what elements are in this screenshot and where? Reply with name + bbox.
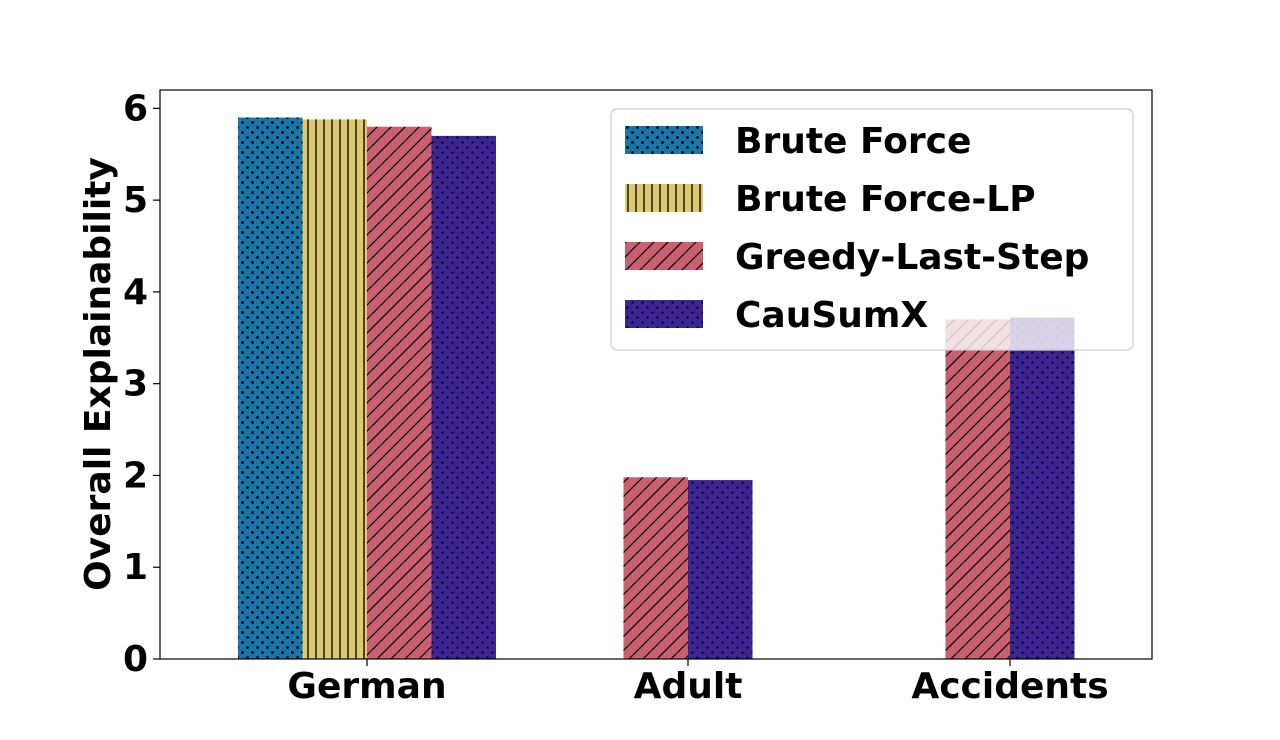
legend-swatch-greedy-last-step (625, 242, 703, 270)
bar-german-brute-force (238, 117, 303, 660)
x-tick-label-accidents: Accidents (911, 666, 1108, 707)
y-tick-label: 6 (123, 88, 148, 129)
legend-frame (610, 108, 1134, 351)
plot-area-frame (159, 89, 1153, 660)
y-tick-label: 3 (123, 364, 148, 405)
bar-german-greedy-last-step (367, 126, 432, 660)
legend-label-causumx: CauSumX (735, 295, 928, 336)
y-tick-label: 5 (123, 180, 148, 221)
legend-label-brute-force-lp: Brute Force-LP (735, 179, 1036, 220)
bar-accidents-greedy-last-step (945, 319, 1010, 659)
legend-label-brute-force: Brute Force (735, 121, 971, 162)
legend: Brute Force Brute Force-LP Greedy-Last-Ste… (610, 108, 1134, 351)
legend-swatch-brute-force (625, 126, 703, 154)
x-tick-label-adult: Adult (634, 666, 743, 707)
bar-adult-greedy-last-step (623, 477, 688, 659)
bars-group (238, 117, 1075, 660)
bar-german-causumx (431, 135, 496, 660)
legend-swatch-causumx (625, 300, 703, 328)
legend-swatch-brute-force-lp (625, 184, 703, 212)
y-tick-label: 4 (123, 272, 148, 313)
x-tick-label-german: German (287, 666, 446, 707)
y-tick-label: 1 (123, 547, 148, 588)
y-tick-label: 0 (123, 639, 148, 680)
x-axis: German Adult Accidents (287, 659, 1109, 707)
bar-adult-causumx (688, 480, 753, 659)
bar-german-brute-force-lp (302, 119, 367, 660)
y-tick-label: 2 (123, 455, 148, 496)
y-axis-label: Overall Explainability (78, 157, 119, 591)
legend-label-greedy-last-step: Greedy-Last-Step (735, 237, 1089, 278)
bar-accidents-causumx (1010, 317, 1075, 659)
y-axis: 0 1 2 3 4 5 6 (123, 88, 160, 680)
